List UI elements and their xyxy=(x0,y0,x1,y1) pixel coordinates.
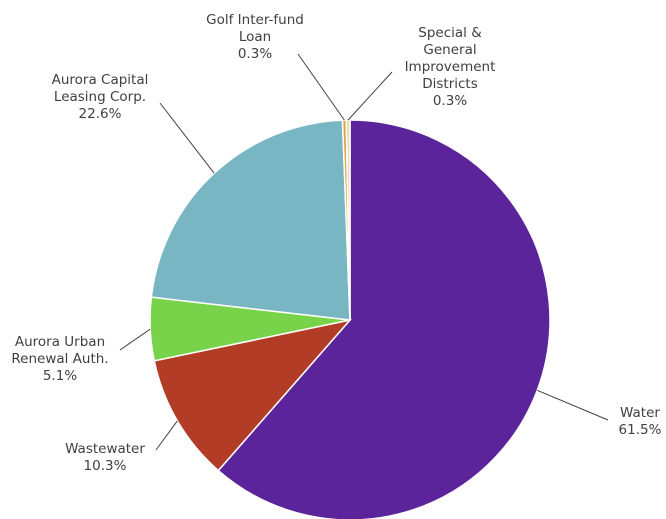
leader-line-water xyxy=(537,389,609,421)
slice-label-line: 0.3% xyxy=(238,46,272,62)
slice-label-line: General xyxy=(423,42,476,58)
slice-label-line: Aurora Capital xyxy=(52,72,149,88)
slice-label-line: 10.3% xyxy=(84,458,127,474)
slice-label-line: Improvement xyxy=(405,59,496,75)
slice-label-line: Wastewater xyxy=(65,441,145,457)
slice-label-line: 22.6% xyxy=(79,106,122,122)
leader-line-golf-inter-fund-loan xyxy=(297,53,345,121)
slice-label-line: Renewal Auth. xyxy=(11,351,108,367)
slice-label-line: Loan xyxy=(239,29,271,45)
pie-slice-wastewater xyxy=(153,318,353,472)
slice-label-line: Water xyxy=(620,405,660,421)
slice-label-aurora-urban-renewal-auth: Aurora Urban Renewal Auth. 5.1% xyxy=(11,334,108,384)
slice-labels: Water 61.5% Wastewater 10.3% Aurora Urban Ren… xyxy=(11,12,661,474)
leader-line-wastewater xyxy=(155,420,178,451)
slice-label-wastewater: Wastewater 10.3% xyxy=(65,441,145,474)
slice-label-line: Districts xyxy=(422,76,478,92)
slice-label-line: Leasing Corp. xyxy=(54,89,146,105)
slice-label-line: Golf Inter-fund xyxy=(206,12,304,28)
pie-slice-aurora-capital-leasing-corp xyxy=(150,119,351,321)
slice-label-water: Water 61.5% xyxy=(619,405,662,438)
leader-line-special-and-general-improvement-districts xyxy=(347,71,393,121)
slice-label-line: Aurora Urban xyxy=(15,334,105,350)
leader-line-aurora-capital-leasing-corp xyxy=(159,102,215,174)
slice-label-line: 5.1% xyxy=(43,368,77,384)
slice-label-line: Special & xyxy=(418,25,482,41)
slice-label-line: 61.5% xyxy=(619,422,662,438)
slice-label-special-and-general-improvement-districts: Special & General Improvement Districts 0.3% xyxy=(405,25,496,109)
slice-label-golf-inter-fund-loan: Golf Inter-fund Loan 0.3% xyxy=(206,12,304,62)
leader-lines xyxy=(119,53,609,451)
slice-label-aurora-capital-leasing-corp: Aurora Capital Leasing Corp. 22.6% xyxy=(52,72,149,122)
slice-label-line: 0.3% xyxy=(433,93,467,109)
leader-line-aurora-urban-renewal-auth xyxy=(119,328,151,351)
pie-slices xyxy=(149,119,551,519)
